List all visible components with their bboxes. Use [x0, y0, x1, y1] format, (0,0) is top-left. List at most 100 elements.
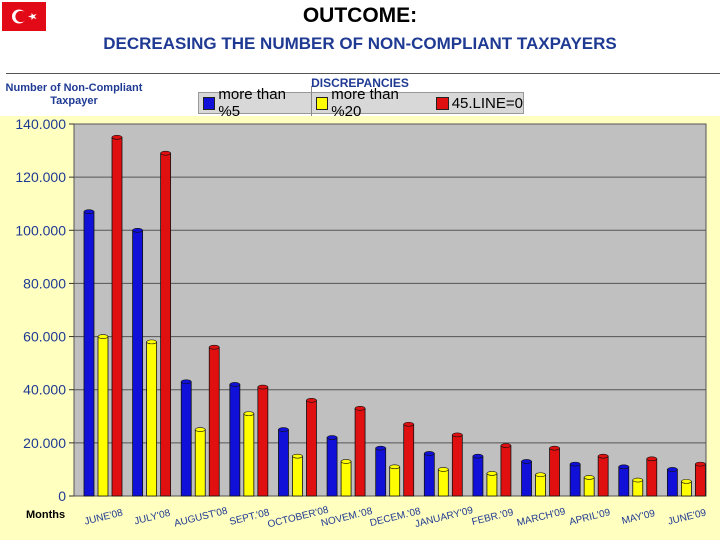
legend-swatch-series-2	[315, 96, 329, 110]
bar-top	[681, 479, 692, 484]
bar-top	[208, 344, 220, 350]
bar	[451, 434, 463, 497]
bar	[83, 211, 95, 497]
y-tick-label: 20.000	[23, 435, 66, 451]
bar	[666, 469, 678, 497]
bar-top	[389, 464, 400, 470]
x-tick-label: JUNE'09	[667, 507, 708, 527]
bar-top	[486, 471, 498, 476]
bar-top	[306, 398, 317, 403]
bar	[306, 399, 317, 497]
bar	[97, 336, 109, 497]
bar-top	[403, 421, 414, 427]
bar-top	[618, 464, 630, 470]
legend-title: DISCREPANCIES	[311, 76, 409, 90]
y-axis-label: Number of Non-Compliant Taxpayer	[5, 82, 143, 107]
bar-top	[646, 456, 658, 462]
bar	[208, 346, 220, 497]
bar-top	[243, 411, 255, 416]
divider	[6, 73, 720, 74]
bar-top	[695, 461, 706, 467]
bar	[146, 341, 158, 497]
y-tick-label: 100.000	[15, 222, 66, 238]
x-axis-label: Months	[26, 509, 66, 521]
bar-top	[549, 445, 560, 451]
bar	[389, 466, 401, 497]
bar	[194, 429, 206, 497]
x-tick-label: JULY'08	[133, 508, 172, 528]
bar-top	[632, 477, 644, 483]
y-tick-label: 0	[58, 488, 66, 504]
bar-top	[438, 467, 449, 472]
bar-top	[292, 453, 303, 459]
legend-item-series-3: 45.LINE=0	[432, 95, 523, 112]
bar-top	[111, 134, 123, 140]
bar-top	[340, 459, 352, 464]
y-tick-label: 140.000	[15, 116, 66, 132]
y-tick-label: 80.000	[23, 275, 66, 291]
bar	[646, 458, 658, 497]
bar-top	[257, 384, 269, 390]
y-tick-label: 60.000	[23, 329, 66, 345]
bar	[618, 466, 630, 497]
y-tick-label: 40.000	[23, 382, 66, 398]
bar	[292, 455, 303, 497]
bar	[597, 455, 609, 497]
bar	[423, 453, 435, 497]
x-tick-label: MARCH'09	[516, 506, 567, 529]
bar	[375, 447, 387, 497]
bar	[257, 386, 269, 497]
x-tick-label: FEBR.'09	[471, 507, 515, 528]
bar	[486, 473, 498, 497]
bar	[354, 407, 366, 497]
bar-top	[194, 427, 206, 432]
legend-item-series-1: more than %5	[199, 86, 307, 120]
bar-top	[375, 445, 386, 451]
bar	[111, 136, 123, 497]
bar	[229, 383, 241, 497]
x-tick-label: MAY'09	[621, 508, 657, 527]
bar	[278, 429, 289, 497]
chart-legend: more than %5 more than %20 45.LINE=0	[198, 86, 524, 120]
x-tick-label: DECEM.'08	[369, 506, 422, 529]
bar-top	[424, 451, 435, 456]
bar	[521, 461, 532, 497]
bar-top	[97, 334, 109, 339]
legend-label-series-3: 45.LINE=0	[451, 94, 523, 112]
bar-top	[229, 382, 241, 387]
bar-top	[326, 435, 338, 440]
bar-top	[569, 461, 581, 467]
bar-top	[535, 472, 546, 478]
y-tick-label: 120.000	[15, 169, 66, 185]
bar	[132, 229, 144, 497]
bar-top	[472, 453, 484, 459]
bar-top	[83, 209, 95, 214]
bar-top	[521, 459, 532, 464]
turkish-flag-icon	[2, 2, 46, 31]
bar	[549, 447, 560, 497]
bar	[340, 461, 352, 497]
bar-top	[597, 453, 609, 459]
bar-top	[500, 443, 512, 448]
legend-item-series-2: more than %20	[310, 86, 428, 120]
bar-top	[583, 475, 595, 480]
bar-top	[132, 227, 143, 233]
x-tick-label: AUGUST'08	[173, 506, 229, 530]
legend-label-series-1: more than %5	[218, 86, 286, 120]
x-tick-label: JANUARY'09	[414, 505, 475, 530]
bar-top	[667, 467, 678, 472]
legend-swatch-series-3	[435, 96, 449, 110]
bar	[583, 476, 595, 497]
bar	[243, 413, 255, 497]
x-tick-label: JUNE'08	[83, 507, 124, 527]
page-title: OUTCOME:	[302, 4, 418, 27]
bar-top	[160, 150, 171, 156]
bar	[632, 479, 644, 497]
bar	[472, 455, 484, 497]
bar	[500, 445, 512, 497]
bar	[569, 463, 581, 497]
legend-label-series-2: more than %20	[331, 86, 399, 120]
bar-top	[278, 427, 289, 432]
x-tick-label: APRIL'09	[568, 507, 612, 528]
